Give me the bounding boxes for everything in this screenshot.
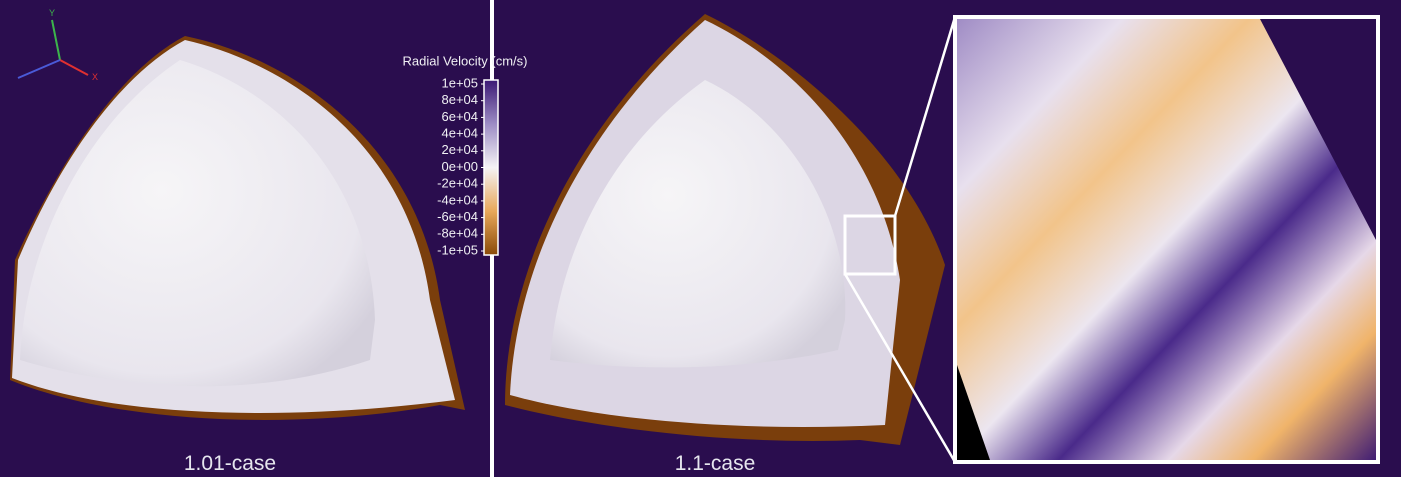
colorbar-title: Radial Velocity (cm/s) [403, 53, 528, 68]
panel-caption: 1.01-case [184, 452, 276, 475]
colorbar-tick-label: 0e+00 [441, 159, 478, 174]
colorbar-ramp [484, 80, 498, 255]
axis-y-label: Y [49, 8, 55, 18]
colorbar-tick-label: 1e+05 [441, 75, 478, 90]
colorbar-tick-label: -8e+04 [437, 226, 478, 241]
colorbar-tick-label: -4e+04 [437, 192, 478, 207]
colorbar-tick-label: 2e+04 [441, 142, 478, 157]
axis-x-label: X [92, 72, 98, 82]
colorbar-tick-label: 8e+04 [441, 92, 478, 107]
colorbar-tick-label: -6e+04 [437, 209, 478, 224]
colorbar-tick-label: -2e+04 [437, 176, 478, 191]
colorbar-tick-label: 6e+04 [441, 109, 478, 124]
colorbar-tick-label: 4e+04 [441, 126, 478, 141]
colorbar-tick-label: -1e+05 [437, 242, 478, 257]
figure: Y X 1.01-case 1.1-case Radial Velocity (… [0, 0, 1401, 477]
panel-caption: 1.1-case [675, 452, 756, 475]
